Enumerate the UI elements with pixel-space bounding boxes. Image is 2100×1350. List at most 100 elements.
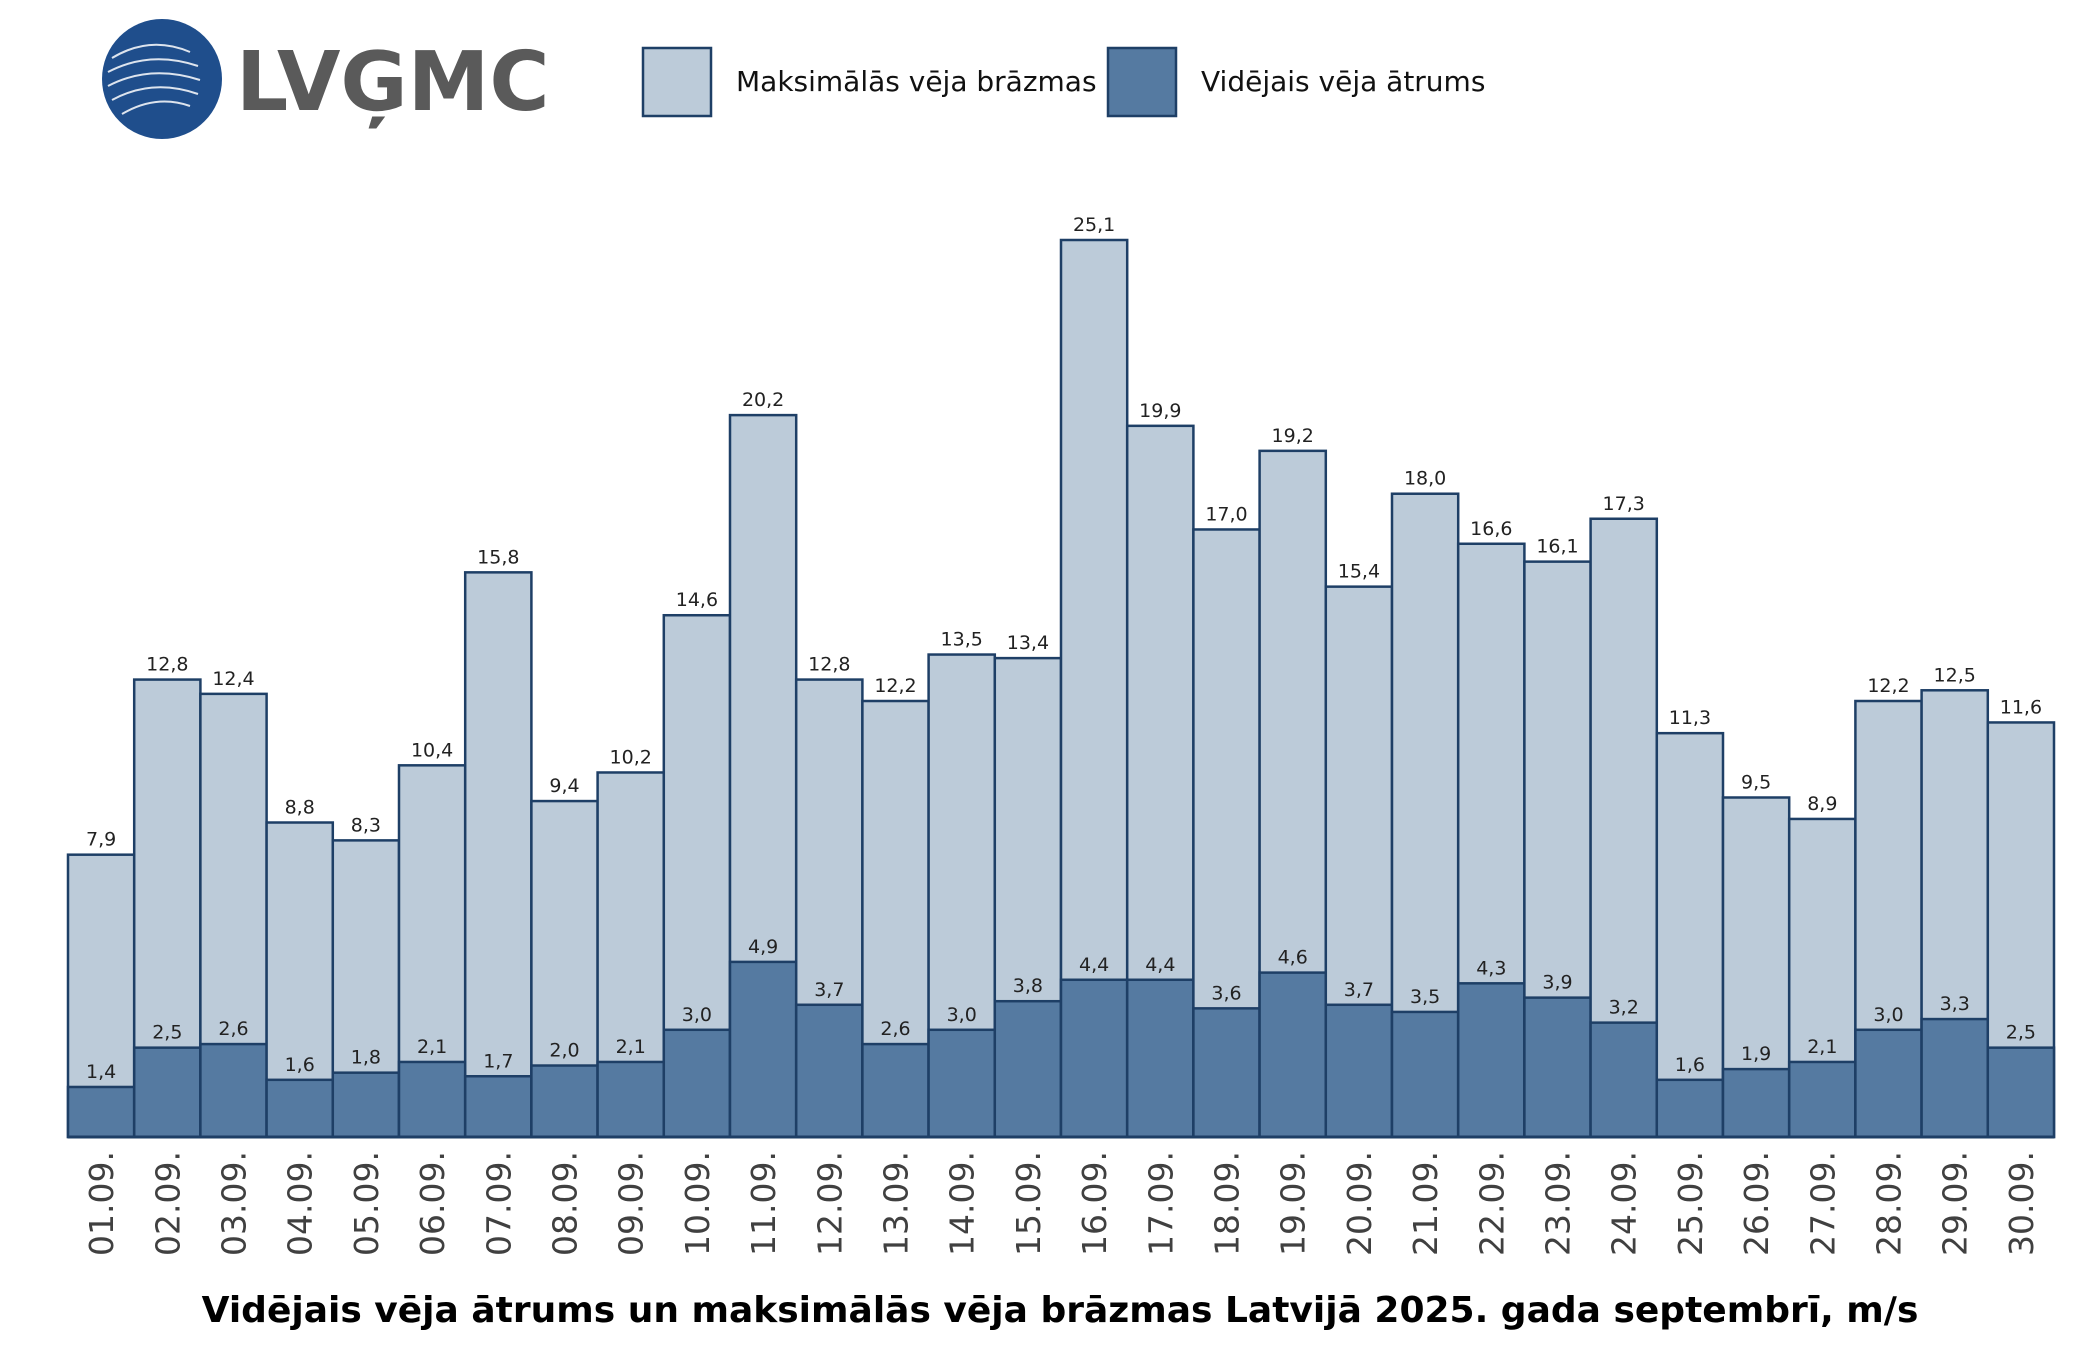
label-average-2: 2,5 [152, 1022, 182, 1044]
label-average-10: 3,0 [682, 1004, 712, 1026]
bar-average-24 [1589, 1021, 1659, 1139]
x-tick-label: 04.09. [281, 1151, 320, 1256]
label-gust-8: 9,4 [549, 775, 579, 797]
label-average-15: 3,8 [1013, 975, 1043, 997]
label-gust-6: 10,4 [411, 739, 453, 761]
label-average-26: 1,9 [1741, 1043, 1771, 1065]
legend-label-average: Vidējais vēja ātrums [1201, 65, 1485, 98]
label-average-4: 1,6 [285, 1054, 315, 1076]
x-tick-label: 10.09. [678, 1151, 717, 1256]
label-gust-18: 17,0 [1205, 503, 1247, 525]
bar-average-16 [1059, 978, 1129, 1139]
bar-average-7 [463, 1075, 533, 1139]
label-gust-20: 15,4 [1338, 561, 1380, 583]
x-tick-label: 26.09. [1737, 1151, 1776, 1256]
label-gust-19: 19,2 [1272, 425, 1314, 447]
label-gust-16: 25,1 [1073, 214, 1115, 236]
label-average-12: 3,7 [814, 979, 844, 1001]
label-gust-2: 12,8 [146, 654, 188, 676]
label-average-3: 2,6 [218, 1018, 248, 1040]
x-tick-label: 03.09. [215, 1151, 254, 1256]
legend-item-gusts: Maksimālās vēja brāzmas [641, 46, 1097, 118]
label-average-1: 1,4 [86, 1061, 116, 1083]
label-average-22: 4,3 [1476, 957, 1506, 979]
bar-average-12 [794, 1003, 864, 1139]
label-gust-12: 12,8 [808, 654, 850, 676]
bar-average-18 [1192, 1007, 1261, 1139]
logo-text: LVĢMC [236, 35, 550, 130]
x-tick-label: 20.09. [1340, 1151, 1379, 1256]
label-gust-4: 8,8 [285, 797, 315, 819]
x-tick-label: 21.09. [1406, 1151, 1445, 1256]
label-average-20: 3,7 [1344, 979, 1374, 1001]
label-gust-11: 20,2 [742, 389, 784, 411]
bar-average-27 [1787, 1060, 1857, 1139]
label-average-23: 3,9 [1542, 972, 1572, 994]
bar-average-20 [1324, 1003, 1394, 1139]
x-tick-label: 11.09. [744, 1151, 783, 1256]
x-tick-label: 27.09. [1803, 1151, 1842, 1256]
label-average-29: 3,3 [1940, 993, 1970, 1015]
label-average-5: 1,8 [351, 1047, 381, 1069]
logo: LVĢMC [102, 19, 550, 139]
label-gust-29: 12,5 [1934, 664, 1976, 686]
x-tick-label: 15.09. [1009, 1151, 1048, 1256]
label-gust-26: 9,5 [1741, 772, 1771, 794]
label-average-16: 4,4 [1079, 954, 1109, 976]
legend-swatch-gusts [641, 46, 713, 118]
label-gust-7: 15,8 [477, 546, 519, 568]
bar-average-29 [1920, 1017, 1990, 1139]
label-gust-5: 8,3 [351, 814, 381, 836]
x-tick-label: 18.09. [1208, 1151, 1247, 1256]
bar-gust-25 [1655, 731, 1725, 1139]
label-gust-24: 17,3 [1603, 493, 1645, 515]
x-tick-label: 05.09. [347, 1151, 386, 1256]
label-average-24: 3,2 [1609, 997, 1639, 1019]
bar-average-2 [132, 1046, 202, 1139]
label-average-18: 3,6 [1211, 982, 1241, 1004]
legend: Maksimālās vēja brāzmas Vidējais vēja āt… [641, 46, 1485, 118]
bar-average-26 [1721, 1067, 1791, 1139]
x-tick-label: 17.09. [1141, 1151, 1180, 1256]
label-gust-1: 7,9 [86, 829, 116, 851]
label-average-8: 2,0 [549, 1040, 579, 1062]
label-average-28: 3,0 [1873, 1004, 1903, 1026]
x-tick-label: 02.09. [148, 1151, 187, 1256]
label-gust-25: 11,3 [1669, 707, 1711, 729]
x-tick-label: 14.09. [943, 1151, 982, 1256]
x-axis-ticks: 01.09. 02.09. 03.09. 04.09. 05.09. 06.09. 07.0… [82, 1151, 2041, 1256]
logo-emblem-icon [102, 19, 222, 139]
label-average-11: 4,9 [748, 936, 778, 958]
bar-average-10 [662, 1028, 732, 1139]
x-tick-label: 23.09. [1539, 1151, 1578, 1256]
label-gust-13: 12,2 [874, 675, 916, 697]
x-tick-label: 12.09. [810, 1151, 849, 1256]
label-gust-21: 18,0 [1404, 468, 1446, 490]
x-tick-label: 01.09. [82, 1151, 121, 1256]
bar-average-17 [1125, 978, 1195, 1139]
x-tick-label: 28.09. [1870, 1151, 1909, 1256]
bar-average-14 [927, 1028, 997, 1139]
chart-title: Vidējais vēja ātrums un maksimālās vēja … [202, 1290, 1919, 1331]
bar-average-25 [1655, 1078, 1725, 1139]
label-average-17: 4,4 [1145, 954, 1175, 976]
label-gust-14: 13,5 [941, 629, 983, 651]
bar-average-15 [993, 999, 1063, 1139]
x-tick-label: 07.09. [479, 1151, 518, 1256]
label-average-30: 2,5 [2006, 1022, 2036, 1044]
legend-swatch-average [1106, 46, 1178, 118]
bar-average-8 [530, 1064, 599, 1139]
label-gust-15: 13,4 [1007, 632, 1049, 654]
bar-average-11 [728, 960, 798, 1139]
label-average-6: 2,1 [417, 1036, 447, 1058]
bar-average-6 [397, 1060, 467, 1139]
bar-average-30 [1986, 1046, 2056, 1139]
label-gust-22: 16,6 [1470, 518, 1512, 540]
bar-average-22 [1456, 982, 1526, 1139]
bar-average-9 [596, 1060, 666, 1139]
bar-average-3 [199, 1042, 268, 1139]
label-gust-23: 16,1 [1536, 536, 1578, 558]
bar-average-1 [66, 1085, 136, 1139]
bar-average-23 [1523, 996, 1592, 1139]
bar-average-13 [861, 1042, 930, 1139]
